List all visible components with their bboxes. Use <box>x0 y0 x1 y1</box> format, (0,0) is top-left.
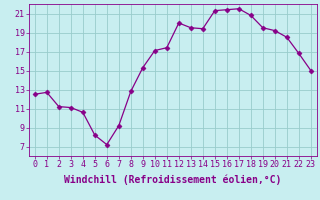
X-axis label: Windchill (Refroidissement éolien,°C): Windchill (Refroidissement éolien,°C) <box>64 175 282 185</box>
